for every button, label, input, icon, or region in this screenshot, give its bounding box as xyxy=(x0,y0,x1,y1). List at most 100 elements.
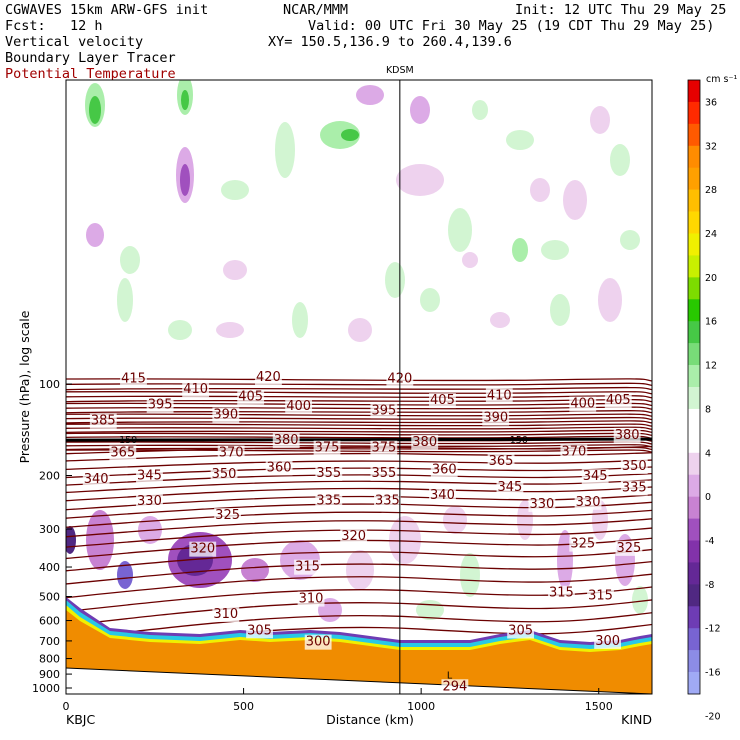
field-boundary-layer-tracer: Boundary Layer Tracer xyxy=(5,50,176,66)
theta-label: 310 xyxy=(299,592,324,607)
x-tick-label: 1000 xyxy=(407,700,435,713)
theta-label: 405 xyxy=(238,390,263,405)
theta-label: 335 xyxy=(316,494,341,509)
x-tick-label: 1500 xyxy=(585,700,613,713)
theta-label: 315 xyxy=(588,588,613,603)
theta-label: 390 xyxy=(483,411,508,426)
station-marker-label: KDSM xyxy=(386,65,414,76)
theta-label: 400 xyxy=(286,399,311,414)
colorbar-tick-label: 32 xyxy=(705,141,717,152)
left-station-label: KBJC xyxy=(66,712,95,727)
colorbar-swatch xyxy=(688,255,700,278)
model-title: CGWAVES 15km ARW-GFS init xyxy=(5,2,208,18)
colorbar-swatch xyxy=(688,167,700,190)
colorbar-tick-label: 0 xyxy=(705,492,711,503)
y-tick-label: 500 xyxy=(39,590,60,603)
colorbar-swatch xyxy=(688,540,700,563)
valid-time: Valid: 00 UTC Fri 30 May 25 (19 CDT Thu … xyxy=(308,18,714,34)
colorbar-swatch xyxy=(688,562,700,585)
theta-label: 300 xyxy=(306,635,331,650)
colorbar-swatch xyxy=(688,211,700,234)
y-tick-label: 300 xyxy=(39,523,60,536)
colorbar-swatch xyxy=(688,123,700,147)
theta-label: 375 xyxy=(371,441,396,456)
y-tick-label: 1000 xyxy=(32,682,60,695)
theta-label: 410 xyxy=(183,382,208,397)
colorbar-swatch xyxy=(688,628,700,651)
theta-label: 350 xyxy=(622,459,647,474)
y-tick-label: 400 xyxy=(39,561,60,574)
theta-label: 310 xyxy=(213,607,238,622)
colorbar-swatch xyxy=(688,299,700,322)
colorbar-tick-label: 28 xyxy=(705,185,717,196)
colorbar-swatch xyxy=(688,452,700,476)
theta-label: 325 xyxy=(617,541,642,556)
y-tick-label: 800 xyxy=(39,653,60,666)
small-contour-label: 150 xyxy=(510,435,528,446)
potential-temperature-contours xyxy=(66,378,652,653)
colorbar-swatch xyxy=(688,189,700,212)
theta-label: 294 xyxy=(442,679,467,694)
theta-label: 380 xyxy=(615,428,640,443)
theta-label: 395 xyxy=(371,403,396,418)
small-contour-label: L xyxy=(447,671,453,682)
org-label: NCAR/MMM xyxy=(283,2,348,18)
colorbar-tick-label: -20 xyxy=(705,711,721,722)
x-tick-label: 0 xyxy=(63,700,70,713)
colorbar-swatch xyxy=(688,408,700,432)
colorbar-swatch xyxy=(688,650,700,673)
theta-label: 345 xyxy=(498,480,523,495)
y-tick-label: 600 xyxy=(39,615,60,628)
colorbar-swatch xyxy=(688,101,700,125)
y-axis-title: Pressure (hPa), log scale xyxy=(17,310,32,463)
y-tick-label: 900 xyxy=(39,668,60,681)
theta-label: 300 xyxy=(595,634,620,649)
colorbar-units: cm s⁻¹ xyxy=(706,74,737,85)
colorbar-swatch xyxy=(688,430,700,454)
colorbar-swatch xyxy=(688,584,700,607)
colorbar-swatch xyxy=(688,474,700,497)
y-tick-label: 700 xyxy=(39,635,60,648)
colorbar-swatch xyxy=(688,145,700,169)
theta-label: 380 xyxy=(412,435,437,450)
colorbar-tick-label: -12 xyxy=(705,624,721,635)
theta-label: 370 xyxy=(219,445,244,460)
x-axis-title: Distance (km) xyxy=(326,712,414,727)
theta-label: 365 xyxy=(489,454,514,469)
theta-label: 330 xyxy=(576,495,601,510)
colorbar-tick-label: 20 xyxy=(705,273,717,284)
colorbar-swatch xyxy=(688,80,700,103)
colorbar-swatch xyxy=(688,672,700,695)
theta-label: 365 xyxy=(110,445,135,460)
colorbar-swatch xyxy=(688,606,700,629)
field-vertical-velocity: Vertical velocity xyxy=(5,34,143,50)
theta-label: 360 xyxy=(432,462,457,477)
small-contour-label: 150 xyxy=(119,435,137,446)
colorbar-tick-label: -16 xyxy=(705,668,721,679)
plot-frame xyxy=(65,79,653,695)
theta-label: 380 xyxy=(274,433,299,448)
theta-label: 375 xyxy=(315,441,340,456)
colorbar-tick-label: 36 xyxy=(705,97,717,108)
theta-label: 345 xyxy=(583,469,608,484)
theta-label: 335 xyxy=(375,494,400,509)
colorbar-swatch xyxy=(688,277,700,300)
colorbar-tick-label: -4 xyxy=(705,536,714,547)
colorbar-tick-label: -8 xyxy=(705,580,714,591)
x-tick-label: 500 xyxy=(233,700,254,713)
theta-label: 325 xyxy=(215,508,240,523)
theta-label: 355 xyxy=(371,466,396,481)
xy-endpoints: XY= 150.5,136.9 to 260.4,139.6 xyxy=(268,34,512,50)
colorbar-swatch xyxy=(688,233,700,256)
theta-label: 345 xyxy=(137,469,162,484)
theta-label: 390 xyxy=(213,408,238,423)
colorbar-swatch xyxy=(688,387,700,410)
theta-label: 340 xyxy=(84,472,109,487)
init-time: Init: 12 UTC Thu 29 May 25 xyxy=(515,2,726,18)
colorbar-tick-label: 24 xyxy=(705,229,717,240)
y-tick-label: 100 xyxy=(39,378,60,391)
theta-label: 400 xyxy=(570,397,595,412)
theta-label: 415 xyxy=(121,372,146,387)
